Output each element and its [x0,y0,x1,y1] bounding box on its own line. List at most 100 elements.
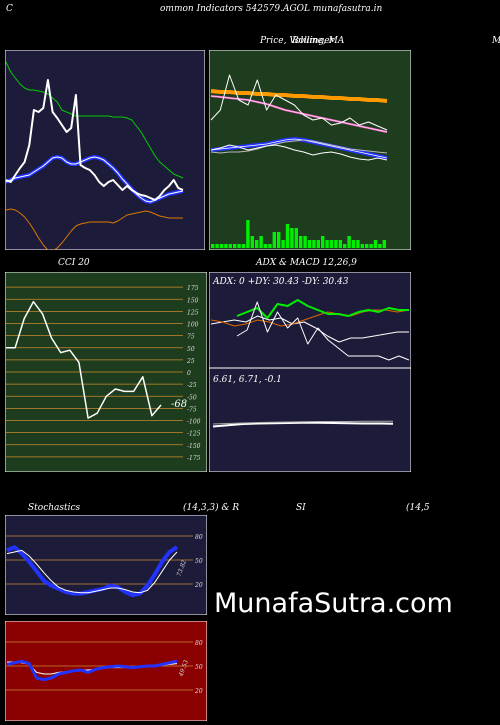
volume-bar [334,240,338,248]
watermark: MunafaSutra.com [214,588,453,619]
stochastics-label: Stochastics [28,503,81,513]
volume-bar [312,240,316,248]
adx-panel: ADX: 0 +DY: 30.43 -DY: 30.43 6.61, 6.71, … [209,272,411,472]
volume-bar [233,244,237,248]
volume-bar [343,244,347,248]
bollinger-label: Bollinger [292,36,334,46]
cci-tick-label: -75 [187,406,197,413]
volume-bar [299,236,303,248]
volume-bar [338,240,342,248]
cci-tick-label: 25 [186,358,195,365]
volume-bar [360,244,364,248]
bollinger-chart [5,50,205,250]
volume-bar [241,244,246,248]
volume-bar [255,240,259,248]
adx-macd-chart: ADX: 0 +DY: 30.43 -DY: 30.43 6.61, 6.71, … [209,272,411,472]
adx-values-label: ADX: 0 +DY: 30.43 -DY: 30.43 [212,277,349,287]
rsi-label: SI [296,503,306,513]
volume-bar [277,232,281,248]
volume-bar [224,244,228,248]
volume-bar [321,236,325,248]
bollinger-upper-band [5,61,184,179]
cci-tick-label: -125 [187,431,201,438]
volume-bar [347,236,351,248]
cci-tick-label: 0 [187,370,191,377]
price-background [209,50,411,250]
cci-value-label: -68 [171,399,187,410]
volume-bar [382,240,386,248]
cci-tick-label: -50 [187,394,197,401]
rsi-tick-label: 50 [195,664,203,671]
volume-bar [373,240,378,248]
volume-bar [294,228,298,248]
ma-grey-line [210,139,388,154]
adx-background [209,272,411,472]
cci-tick-label: -100 [187,419,201,426]
volume-bar [365,244,369,248]
stochastics-background [5,515,207,615]
volume-bar [325,240,329,248]
volume-bar [237,244,241,248]
cci-tick-label: 175 [187,285,199,292]
volume-bar [215,244,219,248]
cci-tick-label: 100 [187,322,199,329]
price-close-line [210,74,388,131]
stochastics-tick-label: 80 [195,534,203,541]
cci-panel: 175 150 125 100 75 50 25 0 -25 -50 -75 -100 -125 -150… [5,272,207,472]
header-right-letter: M [492,36,500,46]
volume-bar [219,244,224,248]
volume-bar [303,236,307,248]
volume-bar [268,244,272,248]
stochastics-d-line [6,549,178,594]
minus-di-line [210,309,410,327]
volume-bar [356,240,360,248]
price-panel [209,50,411,250]
volume-bar [259,236,263,248]
cci-label: CCI 20 [58,258,90,268]
volume-bar [290,228,294,248]
volume-bar [351,240,356,248]
volume-bar [228,244,232,248]
volume-bar [281,240,285,248]
rsi-tick-label: 20 [194,688,203,695]
cci-tick-label: 150 [187,297,199,304]
plus-di-line [236,299,409,319]
bollinger-price-line [5,79,184,201]
rsi-params: (14,5 [406,503,430,513]
cci-tick-label: -150 [187,443,201,450]
stochastics-panel: 80 50 20 73.82 [5,515,207,615]
header-left-letter: C [6,4,13,14]
bollinger-background [5,50,205,250]
page-title: ommon Indicators 542579.AGOL munafasutra… [160,4,383,14]
stochastics-tick-label: 50 [195,558,203,565]
ma-long-line [210,89,388,103]
cci-line [6,300,162,419]
macd-line [212,421,394,428]
ma-medium-highlight [210,95,388,133]
stochastics-k-line [6,545,179,598]
price-volume-ma-label: Price, Volume, MA [260,36,345,46]
cci-tick-label: 125 [187,309,199,316]
volume-bar [246,220,250,248]
volume-bar [378,244,382,248]
rsi-line [6,659,178,682]
volume-bar [211,244,215,248]
ma-white-line [210,144,388,161]
volume-bar [272,232,276,248]
macd-values-label: 6.61, 6.71, -0.1 [213,375,282,385]
price-volume-chart [209,50,411,250]
volume-bar [316,240,320,248]
adx-signal-line [210,315,409,343]
bollinger-lower-band [5,208,183,250]
rsi-background [5,621,207,721]
volume-bar [369,244,373,248]
stochastics-params: (14,3,3) & R [183,503,240,513]
cci-tick-label: 50 [187,346,195,353]
cci-chart: 175 150 125 100 75 50 25 0 -25 -50 -75 -100 -125 -150… [5,272,207,472]
volume-bar [329,240,334,248]
rsi-tick-label: 80 [195,640,203,647]
cci-tick-label: -175 [187,455,201,462]
macd-signal-line [212,420,393,425]
